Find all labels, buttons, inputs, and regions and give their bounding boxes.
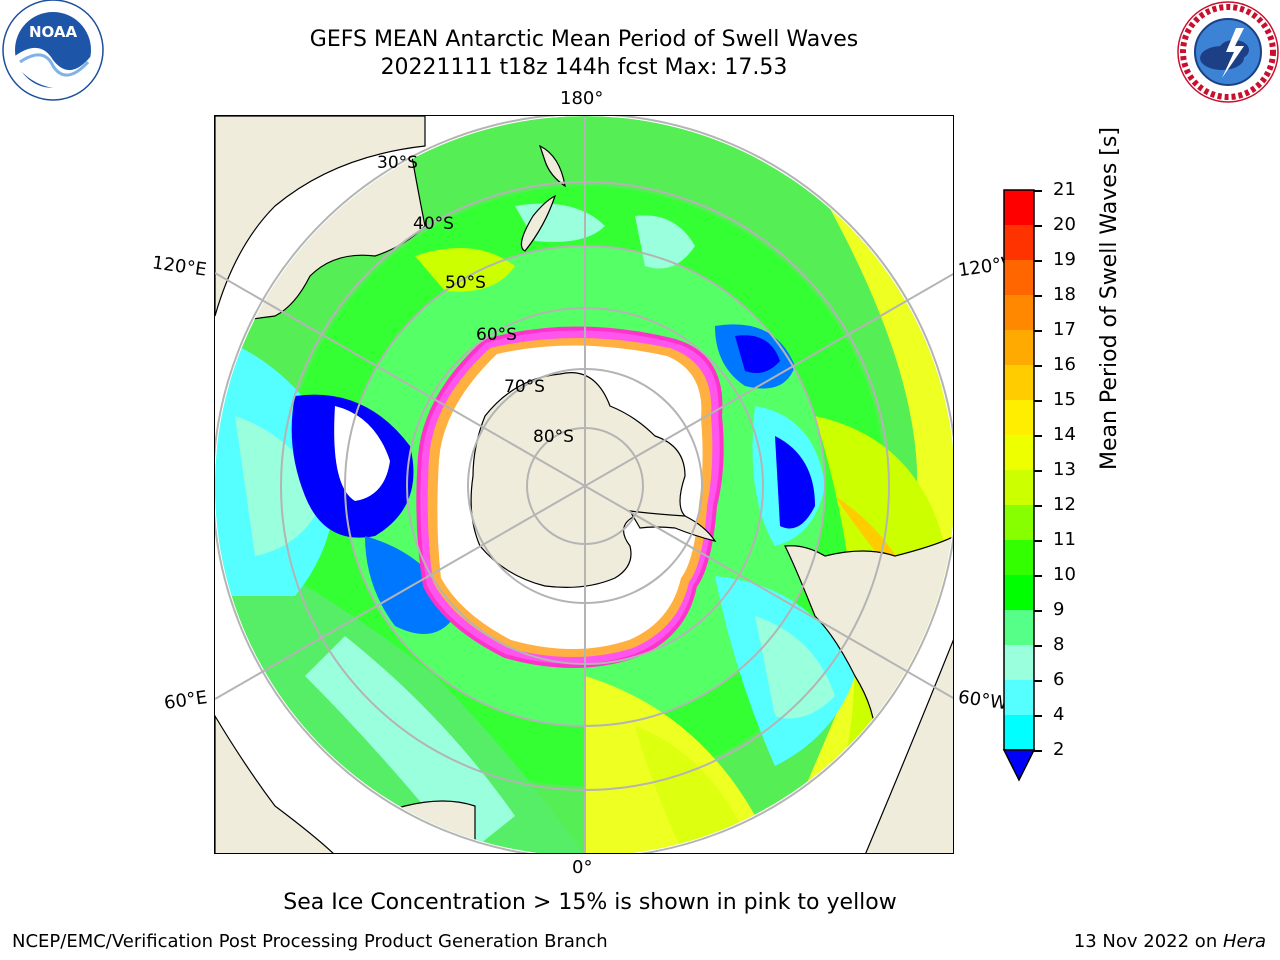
colorbar-tick-mark	[1034, 435, 1042, 437]
lat-label-50s: 50°S	[445, 273, 486, 293]
colorbar-swatch	[1004, 365, 1034, 401]
lat-label-30s: 30°S	[377, 153, 418, 173]
map-subtitle: 20221111 t18z 144h fcst Max: 17.53	[380, 55, 788, 80]
colorbar-tick-label: 18	[1053, 284, 1076, 305]
colorbar-swatch	[1004, 295, 1034, 331]
colorbar-tick-label: 16	[1053, 354, 1076, 375]
colorbar-tick-label: 10	[1053, 564, 1076, 585]
colorbar-tick-label: 6	[1053, 669, 1065, 690]
colorbar-tick-mark	[1034, 365, 1042, 367]
noaa-logo: NOAA	[2, 0, 104, 101]
noaa-logo-text: NOAA	[29, 23, 78, 41]
colorbar-tick-mark	[1034, 330, 1042, 332]
colorbar-swatch	[1004, 540, 1034, 576]
colorbar-tick-label: 9	[1053, 599, 1065, 620]
footer-branch: NCEP/EMC/Verification Post Processing Pr…	[12, 931, 608, 952]
colorbar-swatch	[1004, 260, 1034, 296]
colorbar-tick-label: 20	[1053, 214, 1076, 235]
colorbar-tick-mark	[1034, 470, 1042, 472]
colorbar-tick-label: 17	[1053, 319, 1076, 340]
lon-label-60e: 60°E	[162, 687, 209, 714]
footer-machine: Hera	[1222, 931, 1266, 952]
map-panel: 30°S 40°S 50°S 60°S 70°S 80°S	[214, 115, 954, 854]
colorbar-tick-label: 21	[1053, 179, 1076, 200]
colorbar-swatch	[1004, 330, 1034, 366]
colorbar-tick-label: 15	[1053, 389, 1076, 410]
lon-label-120e: 120°E	[150, 252, 208, 281]
colorbar-tick-mark	[1034, 610, 1042, 612]
colorbar-tick-mark	[1034, 225, 1042, 227]
lat-label-40s: 40°S	[413, 214, 454, 234]
colorbar-tick-label: 19	[1053, 249, 1076, 270]
footer-date-text: 13 Nov 2022 on	[1073, 931, 1223, 952]
colorbar-swatch	[1004, 400, 1034, 436]
nws-logo	[1177, 1, 1279, 103]
colorbar-swatch	[1004, 610, 1034, 646]
colorbar-swatch	[1004, 190, 1034, 226]
lat-label-60s: 60°S	[476, 325, 517, 345]
map-title: GEFS MEAN Antarctic Mean Period of Swell…	[309, 27, 859, 52]
colorbar-swatch	[1004, 435, 1034, 471]
colorbar-tick-mark	[1034, 645, 1042, 647]
footer-date: 13 Nov 2022 on Hera	[1074, 931, 1266, 952]
colorbar-tick-label: 12	[1053, 494, 1076, 515]
lat-label-70s: 70°S	[504, 377, 545, 397]
colorbar-tick-mark	[1034, 400, 1042, 402]
colorbar-tick-mark	[1034, 750, 1042, 752]
colorbar-swatch	[1004, 575, 1034, 611]
sea-ice-note: Sea Ice Concentration > 15% is shown in …	[283, 890, 897, 915]
colorbar-swatch	[1004, 645, 1034, 681]
colorbar-tick-mark	[1034, 540, 1042, 542]
colorbar-tick-label: 8	[1053, 634, 1065, 655]
colorbar-tick-label: 11	[1053, 529, 1076, 550]
colorbar-swatch	[1004, 225, 1034, 261]
colorbar-tick-label: 13	[1053, 459, 1076, 480]
colorbar-swatch	[1004, 680, 1034, 716]
colorbar-tick-mark	[1034, 715, 1042, 717]
colorbar-tick-mark	[1034, 260, 1042, 262]
colorbar-tick-label: 14	[1053, 424, 1076, 445]
colorbar-tick-mark	[1034, 190, 1042, 192]
graticule	[215, 116, 953, 853]
colorbar-tick-mark	[1034, 505, 1042, 507]
colorbar-tick-mark	[1034, 680, 1042, 682]
lat-label-80s: 80°S	[533, 427, 574, 447]
lon-label-180: 180°	[560, 88, 604, 109]
colorbar-swatch	[1004, 715, 1034, 751]
colorbar-tick-label: 2	[1053, 739, 1065, 760]
colorbar-tick-mark	[1034, 295, 1042, 297]
colorbar	[1002, 189, 1036, 782]
colorbar-label: Mean Period of Swell Waves [s]	[1097, 127, 1122, 470]
colorbar-tick-label: 4	[1053, 704, 1065, 725]
polar-map: 30°S 40°S 50°S 60°S 70°S 80°S	[215, 116, 953, 853]
colorbar-extend-min	[1002, 749, 1036, 782]
lon-label-0: 0°	[572, 857, 593, 878]
colorbar-tick-mark	[1034, 575, 1042, 577]
colorbar-swatch	[1004, 470, 1034, 506]
colorbar-swatch	[1004, 505, 1034, 541]
